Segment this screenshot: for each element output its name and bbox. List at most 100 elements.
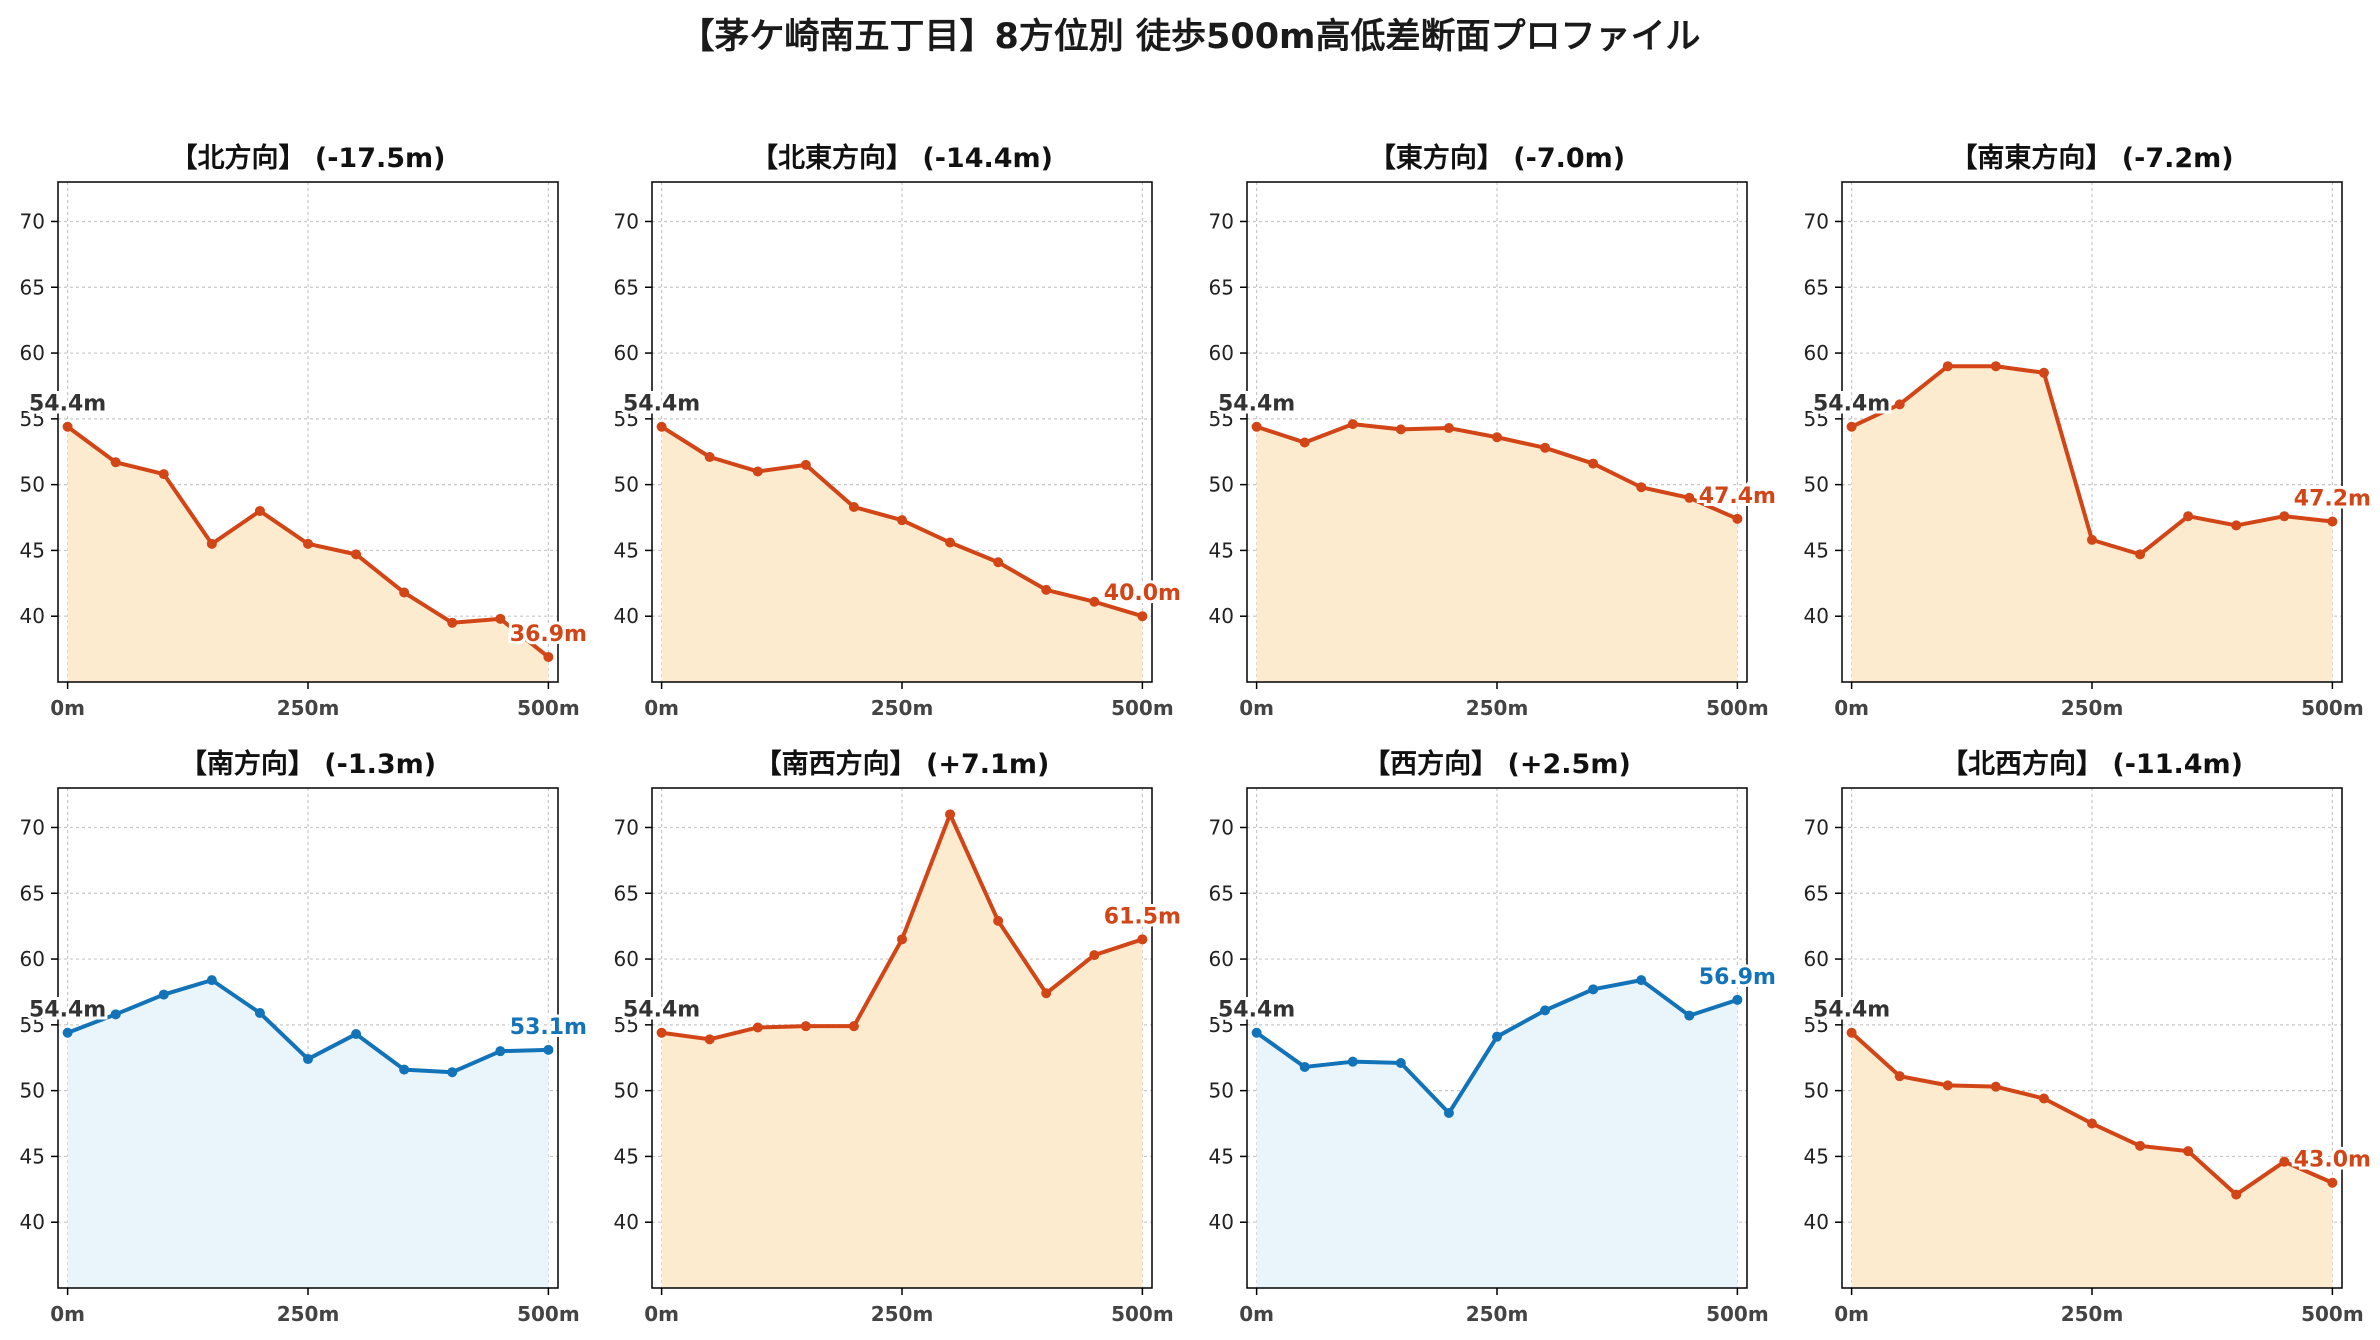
data-point bbox=[351, 549, 362, 560]
data-point bbox=[1894, 1071, 1905, 1082]
y-tick-label: 45 bbox=[1804, 1144, 1829, 1168]
y-tick-label: 50 bbox=[1209, 473, 1234, 497]
chart-panel: 【西方向】 (+2.5m) 40 45 50 55 60 65 70 0m 250m 500m 54.… bbox=[1209, 748, 1779, 1326]
data-point bbox=[1299, 437, 1310, 448]
data-point bbox=[752, 466, 763, 477]
y-tick-label: 70 bbox=[1209, 815, 1234, 839]
data-point bbox=[1846, 421, 1857, 432]
end-elevation-label: 36.9m bbox=[510, 622, 587, 647]
y-tick-label: 55 bbox=[1804, 1013, 1829, 1037]
y-tick-label: 40 bbox=[1804, 1210, 1829, 1234]
start-elevation-label: 54.4m bbox=[1218, 392, 1295, 417]
chart-title: 【北方向】 (-17.5m) bbox=[170, 142, 445, 174]
data-point bbox=[158, 989, 169, 1000]
area-fill bbox=[67, 426, 549, 682]
data-point bbox=[2038, 1093, 2049, 1104]
chart-panel: 【南方向】 (-1.3m) 40 45 50 55 60 65 70 0m 250m 500m 54.… bbox=[20, 748, 590, 1326]
y-tick-label: 65 bbox=[1804, 881, 1829, 905]
data-point bbox=[447, 617, 458, 628]
start-elevation-label: 54.4m bbox=[29, 998, 106, 1023]
data-point bbox=[704, 1034, 715, 1045]
y-tick-label: 50 bbox=[614, 473, 639, 497]
area-fill bbox=[661, 426, 1143, 682]
data-point bbox=[2279, 1156, 2290, 1167]
data-point bbox=[1299, 1061, 1310, 1072]
area-fill bbox=[1256, 424, 1738, 682]
x-tick-label: 500m bbox=[1111, 696, 1174, 720]
start-elevation-label: 54.4m bbox=[623, 392, 700, 417]
y-tick-label: 60 bbox=[614, 341, 639, 365]
chart-panel: 【北東方向】 (-14.4m) 40 45 50 55 60 65 70 0m 250m 500m 5… bbox=[614, 142, 1184, 720]
x-tick-label: 250m bbox=[277, 1302, 340, 1326]
y-tick-label: 40 bbox=[20, 1210, 45, 1234]
area-fill bbox=[67, 980, 549, 1288]
y-tick-label: 45 bbox=[1209, 538, 1234, 562]
y-tick-label: 50 bbox=[1209, 1079, 1234, 1103]
data-point bbox=[1041, 584, 1052, 595]
chart-title: 【南東方向】 (-7.2m) bbox=[1950, 142, 2233, 174]
data-point bbox=[993, 557, 1004, 568]
y-tick-label: 65 bbox=[20, 275, 45, 299]
chart-title: 【北東方向】 (-14.4m) bbox=[751, 142, 1053, 174]
y-tick-label: 45 bbox=[20, 1144, 45, 1168]
data-point bbox=[1251, 421, 1262, 432]
y-tick-label: 55 bbox=[1209, 407, 1234, 431]
data-point bbox=[543, 1044, 554, 1055]
x-tick-label: 250m bbox=[871, 1302, 934, 1326]
y-tick-label: 65 bbox=[614, 275, 639, 299]
y-tick-label: 60 bbox=[614, 947, 639, 971]
area-fill bbox=[1256, 980, 1738, 1288]
x-tick-label: 500m bbox=[2301, 696, 2364, 720]
end-elevation-label: 56.9m bbox=[1699, 965, 1776, 990]
data-point bbox=[447, 1067, 458, 1078]
data-point bbox=[1347, 419, 1358, 430]
y-tick-label: 70 bbox=[614, 209, 639, 233]
data-point bbox=[897, 515, 907, 526]
data-point bbox=[62, 421, 73, 432]
data-point bbox=[1395, 424, 1406, 435]
chart-title: 【北西方向】 (-11.4m) bbox=[1941, 748, 2243, 780]
x-tick-label: 0m bbox=[50, 1302, 85, 1326]
data-point bbox=[1894, 399, 1905, 410]
data-point bbox=[752, 1022, 763, 1033]
x-tick-label: 500m bbox=[517, 696, 580, 720]
data-point bbox=[656, 421, 667, 432]
data-point bbox=[2279, 511, 2290, 522]
x-tick-label: 250m bbox=[277, 696, 340, 720]
data-point bbox=[1137, 934, 1148, 945]
y-tick-label: 40 bbox=[1209, 604, 1234, 628]
data-point bbox=[1251, 1027, 1262, 1038]
y-tick-label: 50 bbox=[1804, 473, 1829, 497]
x-tick-label: 0m bbox=[1834, 1302, 1869, 1326]
data-point bbox=[848, 1021, 859, 1032]
data-point bbox=[945, 809, 956, 820]
y-tick-label: 55 bbox=[20, 407, 45, 431]
x-tick-label: 250m bbox=[1466, 696, 1529, 720]
y-tick-label: 65 bbox=[614, 881, 639, 905]
data-point bbox=[1990, 361, 2001, 372]
y-tick-label: 60 bbox=[1209, 947, 1234, 971]
x-tick-label: 500m bbox=[2301, 1302, 2364, 1326]
y-tick-label: 55 bbox=[1804, 407, 1829, 431]
data-point bbox=[2231, 520, 2242, 531]
y-tick-label: 70 bbox=[614, 815, 639, 839]
x-tick-label: 0m bbox=[644, 1302, 679, 1326]
end-elevation-label: 40.0m bbox=[1104, 581, 1181, 606]
data-point bbox=[1732, 513, 1743, 524]
data-point bbox=[2327, 1177, 2338, 1188]
y-tick-label: 60 bbox=[1209, 341, 1234, 365]
chart-title: 【西方向】 (+2.5m) bbox=[1363, 748, 1631, 780]
data-point bbox=[1089, 596, 1100, 607]
data-point bbox=[897, 934, 907, 945]
y-tick-label: 55 bbox=[614, 407, 639, 431]
data-point bbox=[495, 613, 506, 624]
data-point bbox=[800, 459, 811, 470]
data-point bbox=[2135, 1140, 2146, 1151]
end-elevation-label: 53.1m bbox=[510, 1015, 587, 1040]
chart-panel: 【東方向】 (-7.0m) 40 45 50 55 60 65 70 0m 250m 500m 54.… bbox=[1209, 142, 1779, 720]
data-point bbox=[1540, 442, 1551, 453]
y-tick-label: 55 bbox=[20, 1013, 45, 1037]
x-tick-label: 0m bbox=[644, 696, 679, 720]
y-tick-label: 60 bbox=[20, 947, 45, 971]
data-point bbox=[158, 469, 169, 480]
